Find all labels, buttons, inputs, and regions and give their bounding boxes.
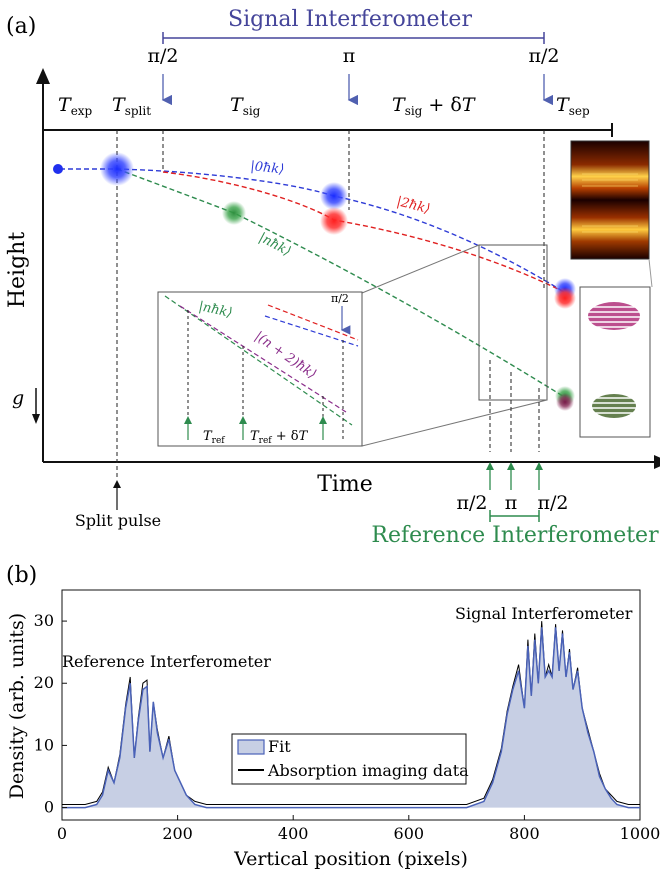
fringe-magenta-lines: [588, 306, 640, 328]
zoom-box: [478, 244, 548, 401]
atom-cloud-red-end: [554, 287, 576, 309]
state-label-nhk: |nħk⟩: [256, 230, 293, 259]
phase-t-sig: Tsig: [230, 94, 261, 118]
signal-interferometer-title: Signal Interferometer: [228, 7, 472, 32]
x-tick-label: 600: [394, 824, 425, 843]
gravity-label: g: [12, 387, 24, 409]
y-tick-label: 10: [34, 735, 54, 754]
pulse-label-bottom-3: π/2: [538, 492, 569, 514]
plot-area: [62, 621, 640, 809]
phase-t-exp: Texp: [58, 94, 93, 118]
inset: |nħk⟩ |(n + 2)ħk⟩ π/2 Tref Tref + δT: [157, 291, 363, 447]
inset-time-t-ref: Tref: [203, 429, 225, 446]
y-axis-label-b: Density (arb. units): [6, 613, 28, 799]
fringe-green: [592, 394, 636, 418]
x-tick-label: 0: [57, 824, 67, 843]
inset-time-t-ref-dt: Tref + δT: [250, 429, 309, 446]
legend-box: [231, 733, 467, 785]
x-ticks: 0 200 400 600 800 1000: [57, 815, 660, 843]
pulse-label-top-2: π: [343, 45, 356, 67]
legend-data-label: Absorption imaging data: [267, 761, 469, 780]
phase-t-split: Tsplit: [112, 94, 151, 118]
x-tick-label: 800: [509, 824, 540, 843]
phase-t-sig-plus-dt: Tsig + δT: [392, 94, 476, 118]
gravity-arrow-icon: [32, 414, 40, 424]
fringe-overlay: [582, 173, 638, 233]
reference-interferometer-title: Reference Interferometer: [371, 523, 659, 548]
y-axis-label: Height: [5, 232, 30, 308]
legend-fit-label: Fit: [268, 737, 291, 756]
atom-cloud-initial: [53, 164, 63, 174]
split-pulse-arrow-icon: [113, 480, 121, 488]
inset-green-arrow-1-icon: [184, 416, 192, 424]
inset-green-traj: [164, 295, 353, 426]
zoom-connector-top: [361, 244, 480, 294]
trajectory-0hk: [60, 168, 565, 293]
inset-state-nhk: |nħk⟩: [197, 299, 233, 321]
atom-cloud-green: [222, 201, 246, 225]
zoom-connector-bottom: [361, 399, 548, 447]
inset-green-arrow-2-icon: [239, 416, 247, 424]
trajectory-2hk: [162, 171, 565, 293]
ref-pulse-arrow-1-icon: [486, 462, 494, 470]
phase-t-sep: Tsep: [556, 94, 590, 118]
x-axis-label-b: Vertical position (pixels): [233, 848, 468, 870]
split-pulse-label: Split pulse: [75, 511, 161, 530]
atom-cloud-split: [100, 152, 134, 186]
y-axis-arrow-icon: [36, 68, 50, 84]
inset-frame: [157, 291, 363, 447]
pulse-label-bottom-2: π: [505, 492, 518, 514]
panel-b: (b) 0 200 400 600 800 1000 0 10 20 30 Vertical p…: [6, 563, 660, 870]
ref-pulse-arrow-3-icon: [535, 462, 543, 470]
fringe-magenta: [588, 302, 640, 330]
pulse-label-top-1: π/2: [148, 45, 179, 67]
legend: Fit Absorption imaging data: [231, 733, 469, 785]
fringe-green-lines: [590, 397, 638, 414]
x-tick-label: 200: [162, 824, 193, 843]
panel-a: (a) Signal Interferometer π/2 π π/2 Texp…: [5, 7, 660, 548]
inset-purple-traj: [179, 305, 347, 413]
panel-b-label: (b): [6, 563, 37, 588]
atom-cloud-blue-mid: [320, 182, 348, 210]
state-label-0hk: |0ħk⟩: [250, 159, 285, 177]
x-tick-label: 400: [278, 824, 309, 843]
y-tick-label: 30: [34, 611, 54, 630]
pulse-label-bottom-1: π/2: [457, 492, 488, 514]
atom-cloud-purple-end: [556, 393, 574, 411]
y-ticks: 0 10 20 30: [34, 611, 67, 817]
fit-area: [62, 627, 640, 808]
y-tick-label: 0: [44, 798, 54, 817]
annotation-reference-interferometer: Reference Interferometer: [62, 652, 271, 671]
x-tick-label: 1000: [620, 824, 660, 843]
x-axis-label: Time: [317, 472, 373, 497]
y-tick-label: 20: [34, 673, 54, 692]
x-axis-arrow-icon: [654, 455, 660, 469]
inset-pulse-label: π/2: [331, 292, 349, 305]
panel-a-label: (a): [6, 14, 36, 39]
inset-green-arrow-3-icon: [319, 416, 327, 424]
annotation-signal-interferometer: Signal Interferometer: [455, 604, 633, 623]
fit-line: [62, 627, 640, 809]
atom-cloud-red-mid: [320, 207, 348, 235]
pulse-label-top-3: π/2: [529, 45, 560, 67]
absorption-image-heatmap: [570, 140, 650, 260]
ref-pulse-arrow-2-icon: [507, 462, 515, 470]
image-connector: [648, 258, 653, 288]
legend-fit-swatch: [237, 739, 265, 755]
